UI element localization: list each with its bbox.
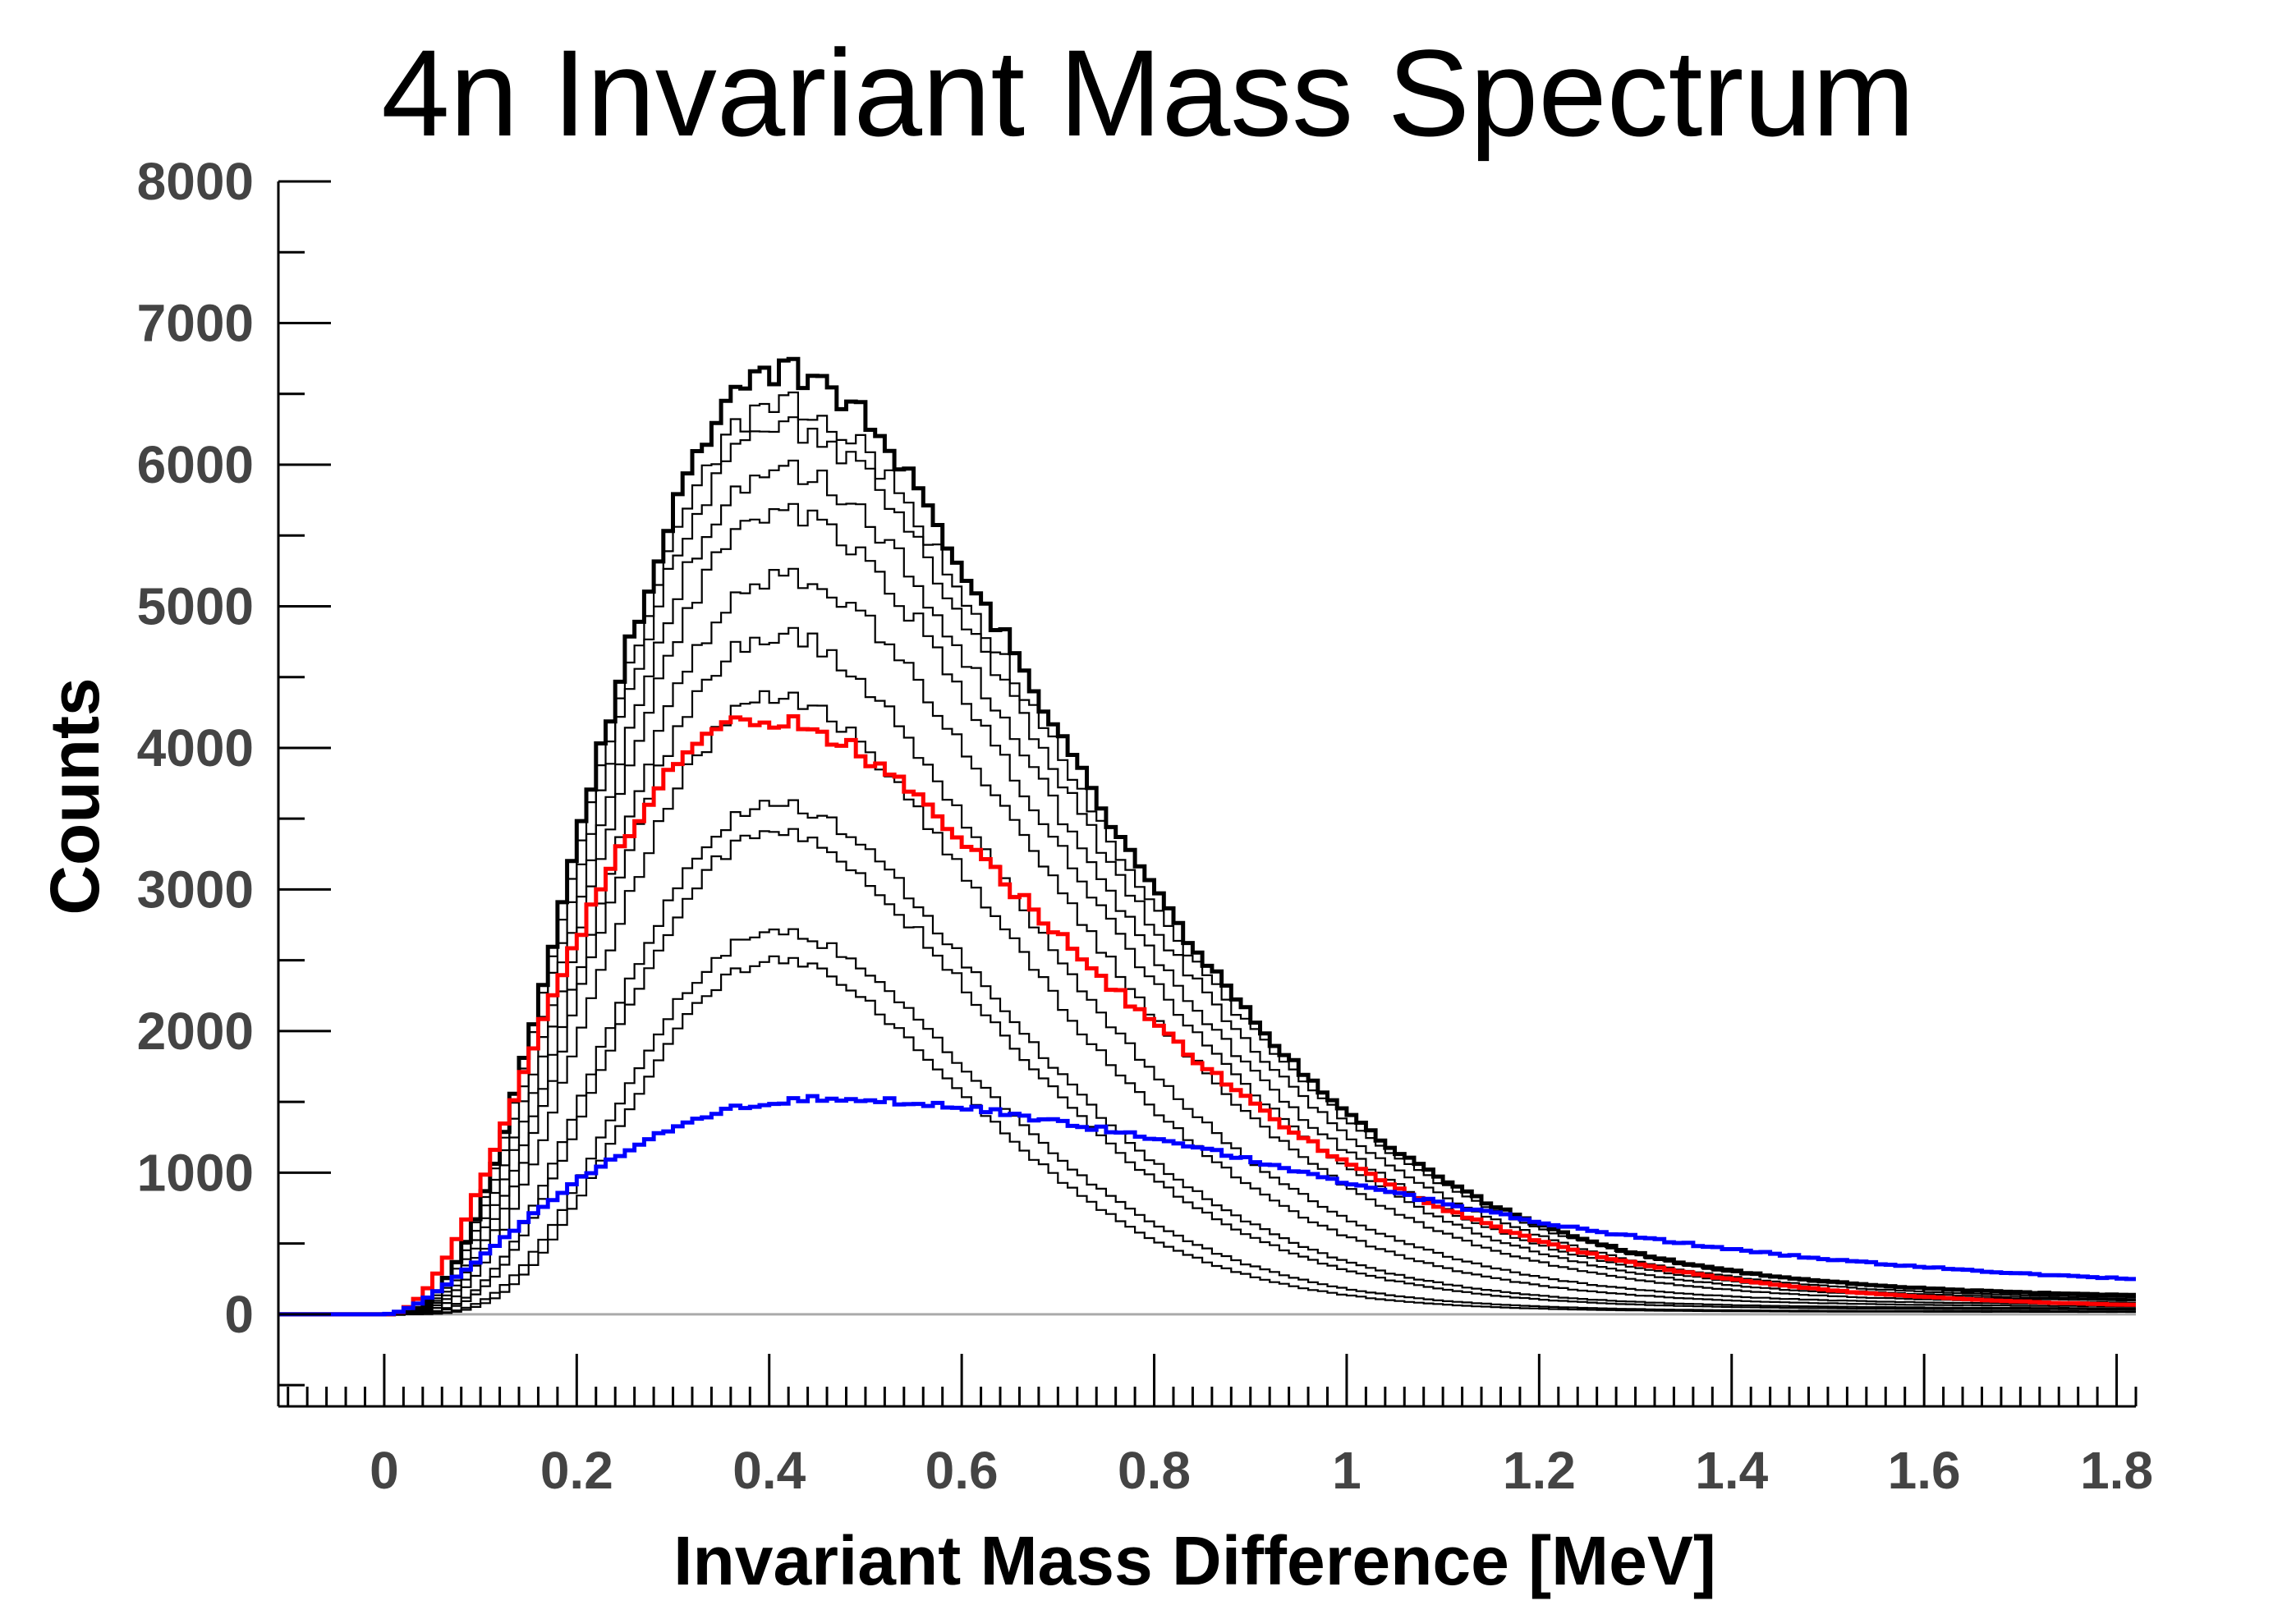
histogram-series-13 [278,1094,2136,1317]
y-tick-label: 0 [224,1285,254,1344]
x-tick-label: 1.8 [2080,1441,2153,1500]
x-tick-label: 0.8 [1118,1441,1191,1500]
axes: 0 1000 2000 3000 4000 5000 6000 7000 8000 0 0.2 0.4… [137,152,2153,1500]
x-tick-label: 0 [370,1441,399,1500]
histogram-series-5 [278,567,2136,1315]
y-tick-label: 1000 [137,1143,254,1202]
x-tick-label: 0.2 [540,1441,613,1500]
x-tick-label: 0.4 [732,1441,806,1500]
histogram-series-3 [278,459,2136,1315]
y-tick-label: 3000 [137,860,254,919]
series-layer [278,356,2136,1317]
y-axis-label: Counts [36,677,113,915]
y-tick-label: 8000 [137,152,254,211]
x-tick-label: 1.4 [1695,1441,1768,1500]
x-axis-label: Invariant Mass Difference [MeV] [673,1522,1716,1599]
histogram-series-2 [278,416,2136,1315]
histogram-series-9 [278,828,2136,1315]
histogram-series-4 [278,502,2136,1315]
y-tick-label: 4000 [137,718,254,777]
histogram-series-11 [278,955,2136,1315]
histogram-series-8 [278,799,2136,1315]
histogram-series-7 [278,690,2136,1315]
histogram-series-6 [278,626,2136,1315]
y-tick-label: 7000 [137,293,254,352]
y-tick-label: 6000 [137,435,254,494]
histogram-series-0 [278,356,2136,1317]
x-tick-label: 1 [1332,1441,1362,1500]
histogram-series-12 [278,714,2136,1317]
x-tick-label: 0.6 [925,1441,999,1500]
histogram-series-1 [278,391,2136,1315]
histogram-series-10 [278,928,2136,1315]
x-tick-label: 1.2 [1503,1441,1576,1500]
chart-title: 4n Invariant Mass Spectrum [381,24,1914,162]
y-tick-label: 2000 [137,1002,254,1061]
x-tick-label: 1.6 [1888,1441,1961,1500]
y-tick-label: 5000 [137,576,254,635]
